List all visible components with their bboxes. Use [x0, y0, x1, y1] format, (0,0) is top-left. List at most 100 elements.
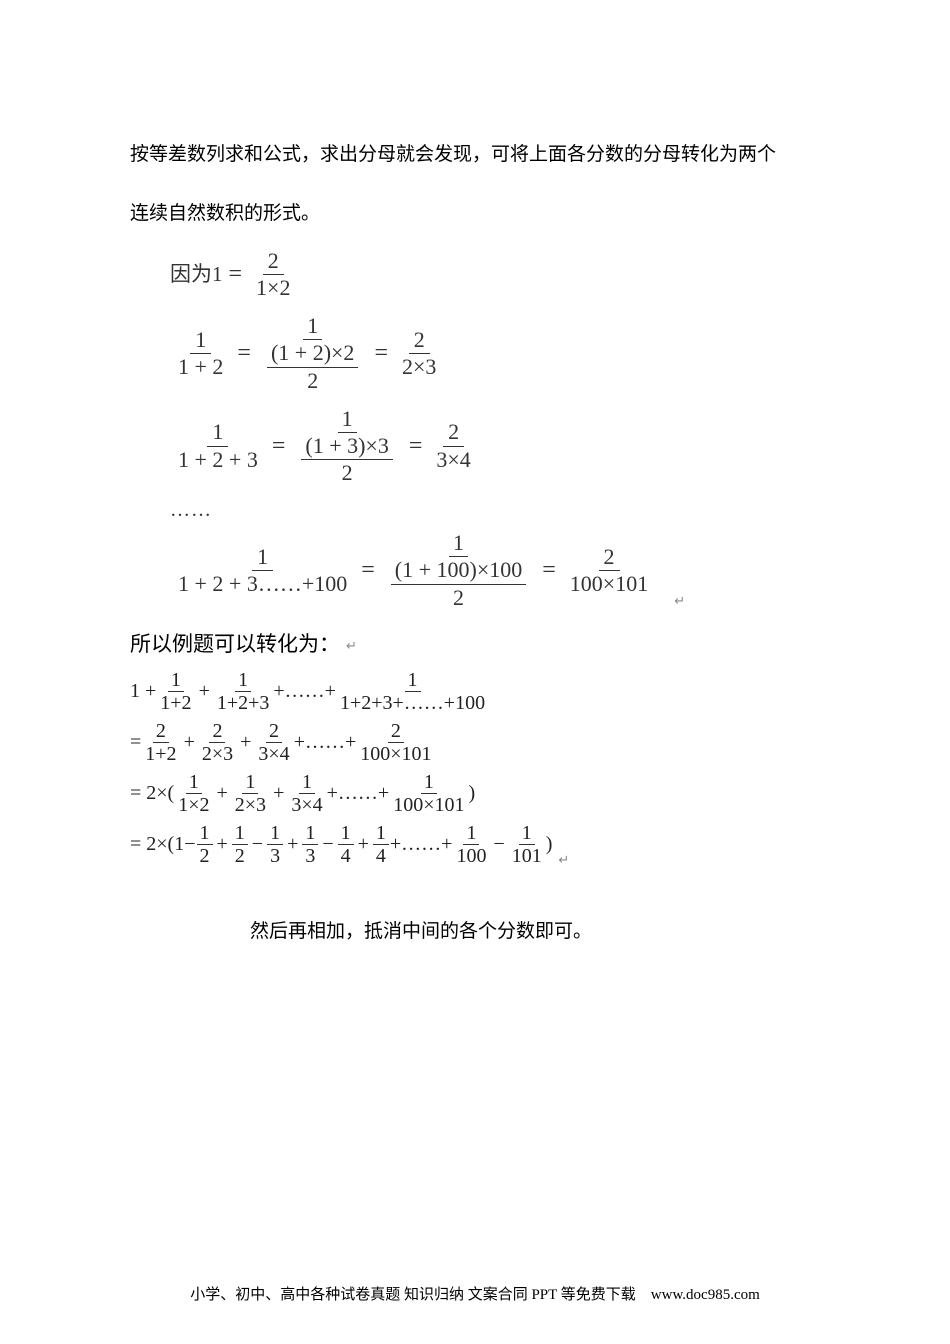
frac-r2-mid: 1 (1 + 2)×2 2	[260, 314, 365, 393]
s4-mid: +……+	[390, 834, 453, 854]
frac-r2-right-num: 2	[409, 328, 430, 354]
s1-prefix: 1 +	[130, 681, 156, 701]
s4-op1: +	[217, 834, 228, 854]
frac-r3-right: 2 3×4	[431, 420, 475, 471]
s4-f3-num: 1	[267, 823, 283, 845]
return-mark-1: ↵	[674, 594, 685, 608]
s2-f1-num: 2	[153, 721, 169, 743]
frac-r3-left: 1 1 + 2 + 3	[173, 420, 263, 471]
return-mark-3: ↵	[558, 853, 569, 866]
s1-f2-den: 1+2+3	[214, 692, 273, 713]
s2-f1: 2 1+2	[142, 721, 179, 764]
math-row-1: 因为1 = 2 1×2	[170, 249, 820, 300]
frac-r4-mid: 1 (1 + 100)×100 2	[384, 531, 533, 610]
s1-f3: 1 1+2+3+……+100	[337, 670, 488, 713]
s4-f7: 1 100	[453, 823, 489, 866]
frac-r3-right-num: 2	[443, 420, 464, 446]
s4-f7-den: 100	[453, 845, 489, 866]
s1-f3-den: 1+2+3+……+100	[337, 692, 488, 713]
s4-op5: +	[358, 834, 369, 854]
frac-r4-mid-num: 1	[449, 531, 468, 557]
s1-f1: 1 1+2	[157, 670, 194, 713]
s3-f2-num: 1	[242, 772, 258, 794]
s4-op3: +	[287, 834, 298, 854]
s3-f1-den: 1×2	[175, 794, 212, 815]
s4-op2: −	[252, 834, 263, 854]
s4-f8-den: 101	[509, 845, 545, 866]
s3-f2: 1 2×3	[232, 772, 269, 815]
equals-r4a: =	[361, 557, 375, 583]
page-footer: 小学、初中、高中各种试卷真题 知识归纳 文案合同 PPT 等免费下载 www.d…	[0, 1283, 950, 1304]
series-row-1: 1 + 1 1+2 + 1 1+2+3 +……+ 1 1+2+3+……+100	[130, 670, 820, 713]
frac-r2-mid-inner: (1 + 2)×2 2	[267, 341, 358, 392]
frac-r2-right: 2 2×3	[397, 328, 441, 379]
s2-op2: +	[240, 732, 251, 752]
frac-r2-left-den: 1 + 2	[173, 354, 228, 379]
s4-f2: 1 2	[232, 823, 248, 866]
s3-mid: +……+	[327, 783, 390, 803]
s2-f2: 2 2×3	[199, 721, 236, 764]
s4-f5-den: 4	[338, 845, 354, 866]
s2-f3: 2 3×4	[255, 721, 292, 764]
s4-op6: −	[493, 834, 504, 854]
ellipsis: ……	[170, 499, 820, 521]
frac-r1-num: 2	[263, 249, 284, 275]
s3-op2: +	[273, 783, 284, 803]
frac-r4-mid-den: (1 + 100)×100 2	[384, 557, 533, 609]
s3-pre: = 2×(	[130, 783, 174, 803]
s4-f5: 1 4	[338, 823, 354, 866]
s4-f6: 1 4	[373, 823, 389, 866]
math-row-3: 1 1 + 2 + 3 = 1 (1 + 3)×3 2 = 2 3×4	[170, 407, 820, 486]
s4-op4: −	[322, 834, 333, 854]
frac-r4-left-den: 1 + 2 + 3……+100	[173, 571, 352, 596]
summary-text: 然后再相加，抵消中间的各个分数即可。	[250, 916, 820, 943]
s2-f3-den: 3×4	[255, 743, 292, 764]
frac-r2-mid-inner-den: 2	[303, 368, 322, 393]
s4-f8: 1 101	[509, 823, 545, 866]
s3-op1: +	[217, 783, 228, 803]
s3-f4: 1 100×101	[390, 772, 467, 815]
s2-f2-num: 2	[209, 721, 225, 743]
math-row-2: 1 1 + 2 = 1 (1 + 2)×2 2 = 2 2×3	[170, 314, 820, 393]
intro-line2: 连续自然数积的形式。	[130, 189, 820, 238]
frac-r3-left-den: 1 + 2 + 3	[173, 447, 263, 472]
frac-r2-left-num: 1	[190, 328, 211, 354]
math-derivation-block: 因为1 = 2 1×2 1 1 + 2 = 1 (1 + 2)×2 2	[170, 249, 820, 610]
frac-r2-left: 1 1 + 2	[173, 328, 228, 379]
s3-f2-den: 2×3	[232, 794, 269, 815]
equals-r4b: =	[542, 557, 556, 583]
s4-f1: 1 2	[197, 823, 213, 866]
transform-label: 所以例题可以转化为：↵	[130, 628, 820, 658]
s4-pre: = 2×(1−	[130, 834, 196, 854]
frac-r3-left-num: 1	[207, 420, 228, 446]
frac-r4-right: 2 100×101	[565, 545, 653, 596]
frac-r4-mid-inner-num: (1 + 100)×100	[391, 558, 526, 584]
series-row-4: = 2×(1− 1 2 + 1 2 − 1 3 + 1 3 − 1	[130, 823, 820, 866]
frac-r2-mid-inner-num: (1 + 2)×2	[267, 341, 358, 367]
s3-f1: 1 1×2	[175, 772, 212, 815]
s4-f5-num: 1	[338, 823, 354, 845]
frac-r3-mid-inner: (1 + 3)×3 2	[301, 434, 392, 485]
s2-f4-num: 2	[388, 721, 404, 743]
s4-close: )	[546, 834, 553, 854]
s4-f6-den: 4	[373, 845, 389, 866]
s4-f2-num: 1	[232, 823, 248, 845]
frac-r2-mid-den: (1 + 2)×2 2	[260, 340, 365, 392]
s2-f1-den: 1+2	[142, 743, 179, 764]
s3-f4-num: 1	[421, 772, 437, 794]
s4-f1-den: 2	[197, 845, 213, 866]
s4-f3-den: 3	[267, 845, 283, 866]
s4-f7-num: 1	[463, 823, 479, 845]
return-mark-2: ↵	[346, 638, 357, 653]
s4-f2-den: 2	[232, 845, 248, 866]
frac-r3-right-den: 3×4	[431, 447, 475, 472]
equals-r2a: =	[237, 340, 251, 366]
frac-r3-mid-num: 1	[338, 407, 357, 433]
frac-r2-mid-num: 1	[303, 314, 322, 340]
s2-f3-num: 2	[266, 721, 282, 743]
s4-f4-den: 3	[302, 845, 318, 866]
s3-f4-den: 100×101	[390, 794, 467, 815]
s1-mid: +……+	[273, 681, 336, 701]
frac-r3-mid-inner-den: 2	[338, 460, 357, 485]
intro-line1: 按等差数列求和公式，求出分母就会发现，可将上面各分数的分母转化为两个	[130, 130, 820, 179]
